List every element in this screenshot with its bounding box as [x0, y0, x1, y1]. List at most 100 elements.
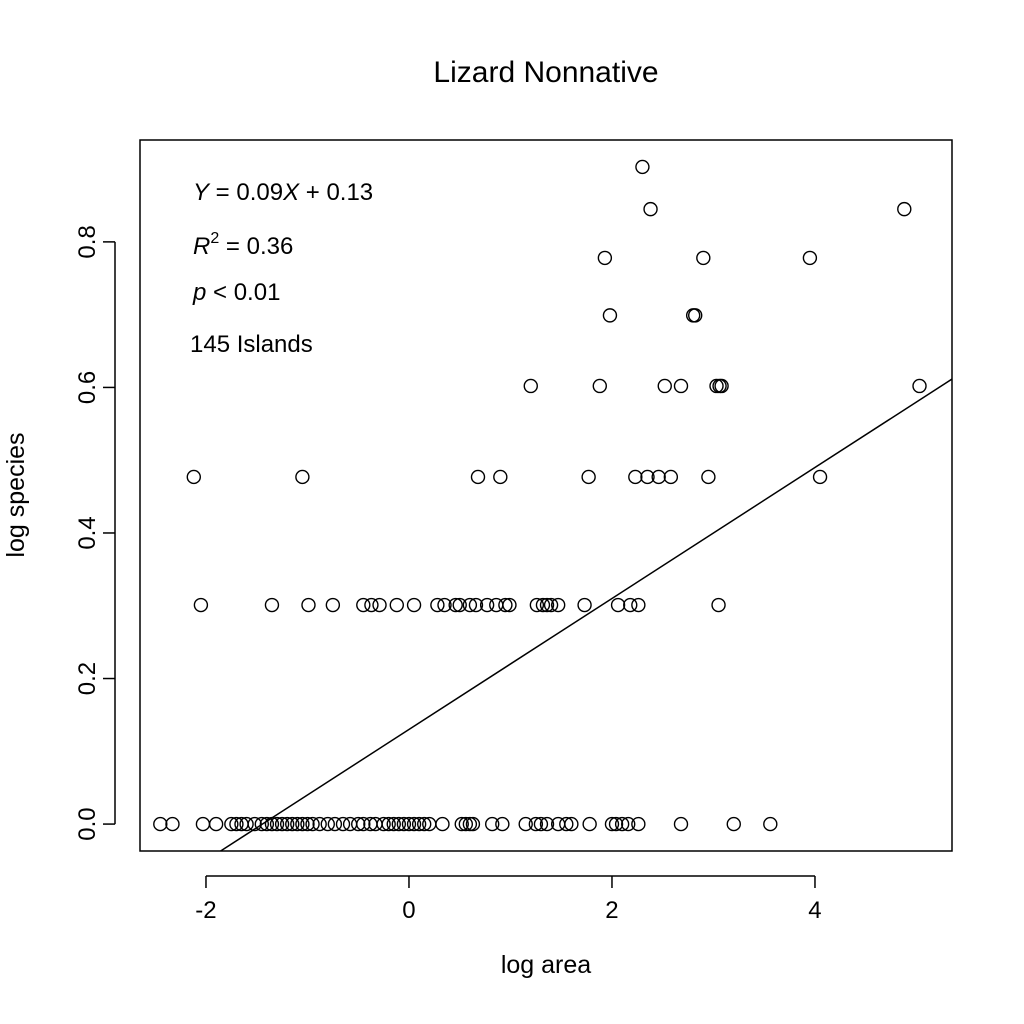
data-point	[498, 597, 513, 613]
data-point	[912, 378, 927, 394]
data-point	[435, 816, 450, 832]
data-point	[470, 469, 486, 485]
data-point	[543, 597, 559, 613]
x-tick-label: 4	[808, 897, 821, 924]
data-point	[502, 597, 517, 613]
data-point	[714, 378, 729, 394]
p-value-annotation: p < 0.01	[192, 279, 280, 306]
data-point	[165, 816, 180, 832]
data-point	[300, 816, 315, 832]
data-point	[247, 816, 262, 832]
data-point	[696, 250, 711, 266]
data-point	[623, 597, 638, 613]
annotations: Y = 0.09X + 0.13 R2 = 0.36 p < 0.01 145 …	[190, 179, 373, 358]
data-point	[356, 597, 371, 613]
data-point	[239, 816, 254, 832]
data-point	[673, 816, 689, 832]
data-point	[327, 816, 343, 832]
data-point	[726, 816, 741, 832]
data-point	[389, 597, 404, 613]
x-tick-label: 2	[605, 897, 618, 924]
equation-y-var: Y	[193, 179, 211, 206]
data-point	[802, 250, 818, 266]
data-point	[351, 816, 366, 832]
data-point	[643, 201, 658, 217]
data-point	[763, 816, 778, 832]
data-point	[631, 597, 646, 613]
data-point	[635, 159, 650, 175]
data-point	[186, 469, 201, 485]
data-point	[523, 378, 538, 394]
data-point	[597, 250, 613, 266]
data-point	[628, 469, 643, 485]
data-point	[153, 816, 168, 832]
data-point	[193, 597, 209, 613]
data-point	[688, 308, 703, 323]
data-point	[602, 308, 618, 323]
data-point	[468, 597, 484, 613]
data-point	[269, 816, 285, 832]
data-point	[430, 597, 445, 613]
data-point	[711, 597, 726, 613]
data-point	[386, 816, 401, 832]
data-point	[535, 597, 551, 613]
equation-rest: + 0.13	[299, 179, 373, 206]
r2-sup: 2	[210, 230, 219, 247]
data-point	[539, 597, 555, 613]
data-point	[259, 816, 275, 832]
data-point	[897, 201, 912, 217]
data-point	[533, 816, 549, 832]
data-point	[295, 469, 310, 485]
equation-eq: = 0.09	[209, 179, 283, 206]
data-point	[614, 816, 630, 832]
data-point	[254, 816, 269, 832]
data-point	[391, 816, 407, 832]
data-point	[417, 816, 432, 832]
x-tick-label: 0	[402, 897, 415, 924]
data-point	[458, 816, 474, 832]
data-point	[279, 816, 295, 832]
equation-x-var: X	[282, 179, 300, 206]
data-point	[651, 469, 666, 485]
data-point	[301, 597, 316, 613]
data-point	[529, 597, 545, 613]
x-axis-label: log area	[501, 951, 591, 979]
data-point	[274, 816, 290, 832]
data-point	[437, 597, 452, 613]
data-point	[550, 597, 566, 613]
data-point	[411, 816, 427, 832]
data-point	[495, 816, 510, 832]
data-point	[608, 816, 624, 832]
data-point	[621, 816, 636, 832]
data-point	[285, 816, 300, 832]
data-point	[295, 816, 310, 832]
data-point	[631, 816, 646, 832]
data-point	[462, 597, 478, 613]
data-point	[229, 816, 244, 832]
data-points	[153, 159, 927, 832]
data-point	[208, 816, 224, 832]
data-point	[372, 597, 387, 613]
y-tick-label: 0.8	[74, 225, 101, 258]
data-point	[264, 597, 280, 613]
data-point	[320, 816, 335, 832]
data-point	[335, 816, 351, 832]
data-point	[264, 816, 280, 832]
data-point	[454, 816, 469, 832]
data-point	[582, 816, 597, 832]
data-point	[577, 597, 592, 613]
data-point	[290, 816, 305, 832]
islands-count-annotation: 145 Islands	[190, 331, 313, 358]
data-point	[673, 378, 689, 394]
data-point	[592, 378, 607, 394]
p-var: p	[192, 279, 206, 306]
data-point	[325, 597, 341, 613]
data-point	[406, 597, 422, 613]
data-point	[528, 816, 544, 832]
data-point	[465, 816, 481, 832]
equation-annotation: Y = 0.09X + 0.13	[193, 179, 373, 206]
plot-area	[139, 139, 953, 852]
data-point	[604, 816, 620, 832]
data-point	[396, 816, 412, 832]
